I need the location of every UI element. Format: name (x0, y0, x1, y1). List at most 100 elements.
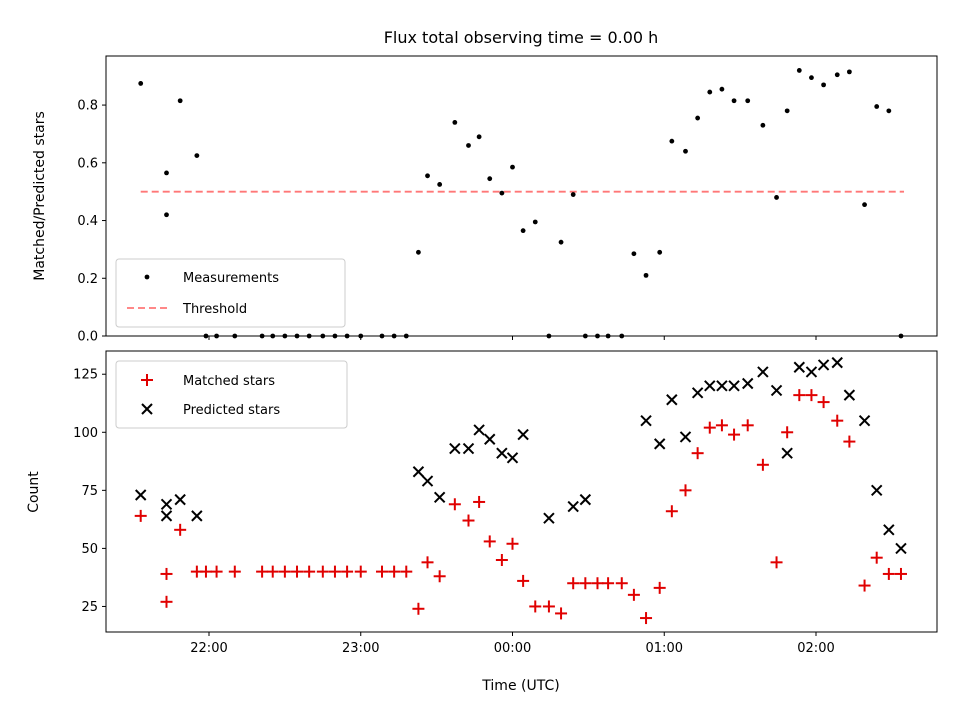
matched-point (448, 498, 461, 511)
matched-point (805, 389, 818, 402)
measurement-point (582, 333, 588, 339)
measurement-point (809, 75, 814, 81)
predicted-point (858, 414, 871, 427)
predicted-point (421, 475, 434, 487)
matched-point (770, 556, 783, 569)
matched-point (715, 419, 728, 432)
matched-point (328, 565, 341, 578)
predicted-point (742, 377, 754, 390)
measurement-point (437, 182, 443, 187)
matched-point (375, 565, 388, 578)
measurement-point (898, 333, 904, 339)
measurement-point (683, 148, 688, 154)
predicted-point (543, 512, 555, 524)
measurement-point (344, 333, 350, 339)
matched-point (134, 509, 147, 522)
top-y-tick-label: 0.4 (77, 214, 98, 229)
predicted-point (831, 356, 843, 369)
predicted-point (679, 431, 692, 443)
bottom-y-tick-label: 100 (73, 426, 98, 441)
bottom-y-ticks: 25 50 75 100 125 (73, 368, 106, 615)
predicted-point (517, 428, 529, 441)
measurement-point (862, 202, 867, 208)
measurement-point (669, 138, 675, 144)
legend-predicted-marker (141, 403, 153, 415)
x-axis-label: Time (UTC) (481, 678, 559, 694)
legend-predicted-label: Predicted stars (183, 403, 280, 418)
measurement-point (379, 333, 385, 339)
measurement-point (631, 251, 637, 257)
measurement-point (731, 98, 737, 104)
measurement-point (358, 333, 364, 339)
measurement-point (558, 239, 564, 245)
measurement-point (259, 333, 265, 339)
predicted-point (793, 361, 806, 373)
measurement-point (476, 134, 482, 140)
predicted-point (817, 359, 830, 371)
legend-threshold-label: Threshold (182, 302, 247, 317)
predicted-point (506, 452, 519, 464)
measurement-point (707, 89, 713, 95)
bottom-x-tick-label: 01:00 (646, 641, 683, 656)
bottom-x-tick-label: 02:00 (797, 641, 834, 656)
matched-point (341, 565, 354, 578)
predicted-point (716, 380, 728, 392)
predicted-point (160, 510, 173, 522)
bottom-x-tick-label: 00:00 (494, 641, 531, 656)
matched-point (160, 595, 173, 608)
matched-point (529, 600, 542, 613)
matched-point (665, 505, 678, 518)
measurement-point (403, 333, 409, 339)
matched-point (199, 565, 212, 578)
bottom-x-tick-label: 23:00 (342, 641, 379, 656)
matched-stars-series (134, 389, 907, 625)
measurement-point (760, 122, 766, 128)
top-legend: Measurements Threshold (115, 258, 346, 328)
matched-point (483, 535, 496, 548)
bottom-legend-box (115, 360, 348, 429)
matched-point (615, 577, 628, 590)
predicted-point (895, 542, 907, 555)
measurement-point (294, 333, 300, 339)
predicted-point (883, 524, 895, 536)
measurement-point (282, 333, 288, 339)
measurement-point (320, 333, 326, 339)
measurement-point (332, 333, 338, 339)
bottom-y-axis-label: Count (26, 471, 42, 513)
measurement-point (595, 333, 600, 339)
matched-point (627, 588, 640, 601)
matched-point (388, 565, 401, 578)
measurement-point (846, 69, 852, 75)
measurement-point (784, 108, 790, 114)
predicted-point (640, 414, 652, 427)
matched-point (591, 577, 604, 590)
top-y-tick-label: 0.0 (77, 330, 98, 345)
matched-point (691, 447, 704, 460)
matched-point (495, 554, 508, 567)
matched-point (473, 495, 486, 508)
matched-point (602, 577, 615, 590)
bottom-y-tick-label: 50 (81, 542, 98, 557)
bottom-plot-frame (105, 350, 938, 633)
matched-point (728, 428, 741, 441)
measurement-point (510, 164, 515, 170)
measurement-point (834, 72, 840, 78)
bottom-y-tick-label: 125 (73, 368, 98, 383)
matched-point (741, 419, 754, 432)
legend-matched-marker (141, 374, 153, 386)
matched-point (831, 414, 844, 427)
measurement-point (886, 108, 892, 114)
matched-point (462, 514, 475, 527)
measurement-point (874, 104, 880, 109)
measurement-point (452, 119, 458, 125)
predicted-point (484, 433, 496, 445)
predicted-point (135, 489, 147, 501)
top-y-ticks: 0.0 0.2 0.4 0.6 0.8 (77, 99, 106, 345)
measurement-point (391, 333, 397, 339)
predicted-point (728, 380, 740, 392)
matched-point (291, 565, 304, 578)
matched-point (354, 565, 367, 578)
matched-point (400, 565, 413, 578)
